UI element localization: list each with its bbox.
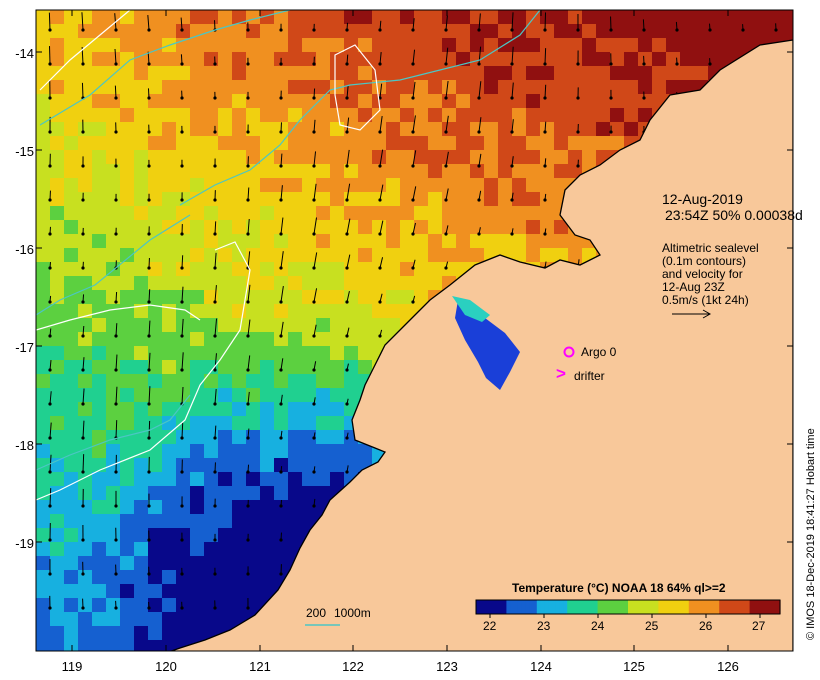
x-tick-label: 120	[155, 659, 177, 674]
argo-label: Argo 0	[581, 345, 617, 359]
altimetry-line: (0.1m contours)	[662, 254, 747, 268]
drifter-label: drifter	[574, 369, 605, 383]
isobath-200m	[36, 10, 541, 316]
y-tick-label: -18	[15, 438, 34, 453]
x-tick-label: 125	[623, 659, 645, 674]
altimetry-line: Altimetric sealevel	[662, 241, 759, 255]
y-tick-label: -14	[15, 46, 34, 61]
colorbar-tick-label: 24	[591, 619, 605, 633]
x-tick-label: 126	[717, 659, 739, 674]
colorbar-tick-label: 26	[699, 619, 713, 633]
x-tick-label: 122	[342, 659, 364, 674]
colorbar-tick-label: 25	[645, 619, 659, 633]
altimetry-line: 12-Aug 23Z	[662, 280, 725, 294]
colorbar-tick-label: 22	[483, 619, 497, 633]
bay-water	[455, 300, 520, 390]
altimetry-line: 0.5m/s (1kt 24h)	[662, 293, 749, 307]
bay-cyan-fringe	[452, 296, 490, 322]
axis-ticks	[36, 10, 793, 651]
y-tick-label: -15	[15, 144, 34, 159]
x-tick-label: 121	[249, 659, 271, 674]
colorbar-tick-label: 27	[752, 619, 766, 633]
colorbar	[475, 599, 781, 618]
colorbar-tick-label: 23	[537, 619, 551, 633]
drifter-symbol: >	[556, 364, 566, 383]
y-tick-label: -19	[15, 536, 34, 551]
scale-arrow-head	[702, 309, 712, 319]
isobath-1000m	[36, 10, 381, 501]
colorbar-title: Temperature (°C) NOAA 18 64% ql>=2	[512, 581, 726, 595]
isobath-label-200: 200	[306, 606, 327, 620]
y-tick-label: -17	[15, 340, 34, 355]
map-frame	[35, 9, 794, 652]
isobath-200m-lower	[36, 394, 191, 471]
info-date: 12-Aug-2019	[662, 191, 743, 207]
x-tick-label: 119	[61, 659, 83, 674]
info-time: 23:54Z 50% 0.00038d	[665, 207, 803, 223]
y-tick-label: -16	[15, 242, 34, 257]
credit-text: © IMOS 18-Dec-2019 18:41:27 Hobart time	[805, 428, 817, 640]
altimetry-line: and velocity for	[662, 267, 743, 281]
x-tick-label: 123	[436, 659, 458, 674]
isobath-label-1000: 1000m	[334, 606, 371, 620]
argo-marker	[563, 346, 575, 358]
x-tick-label: 124	[530, 659, 552, 674]
